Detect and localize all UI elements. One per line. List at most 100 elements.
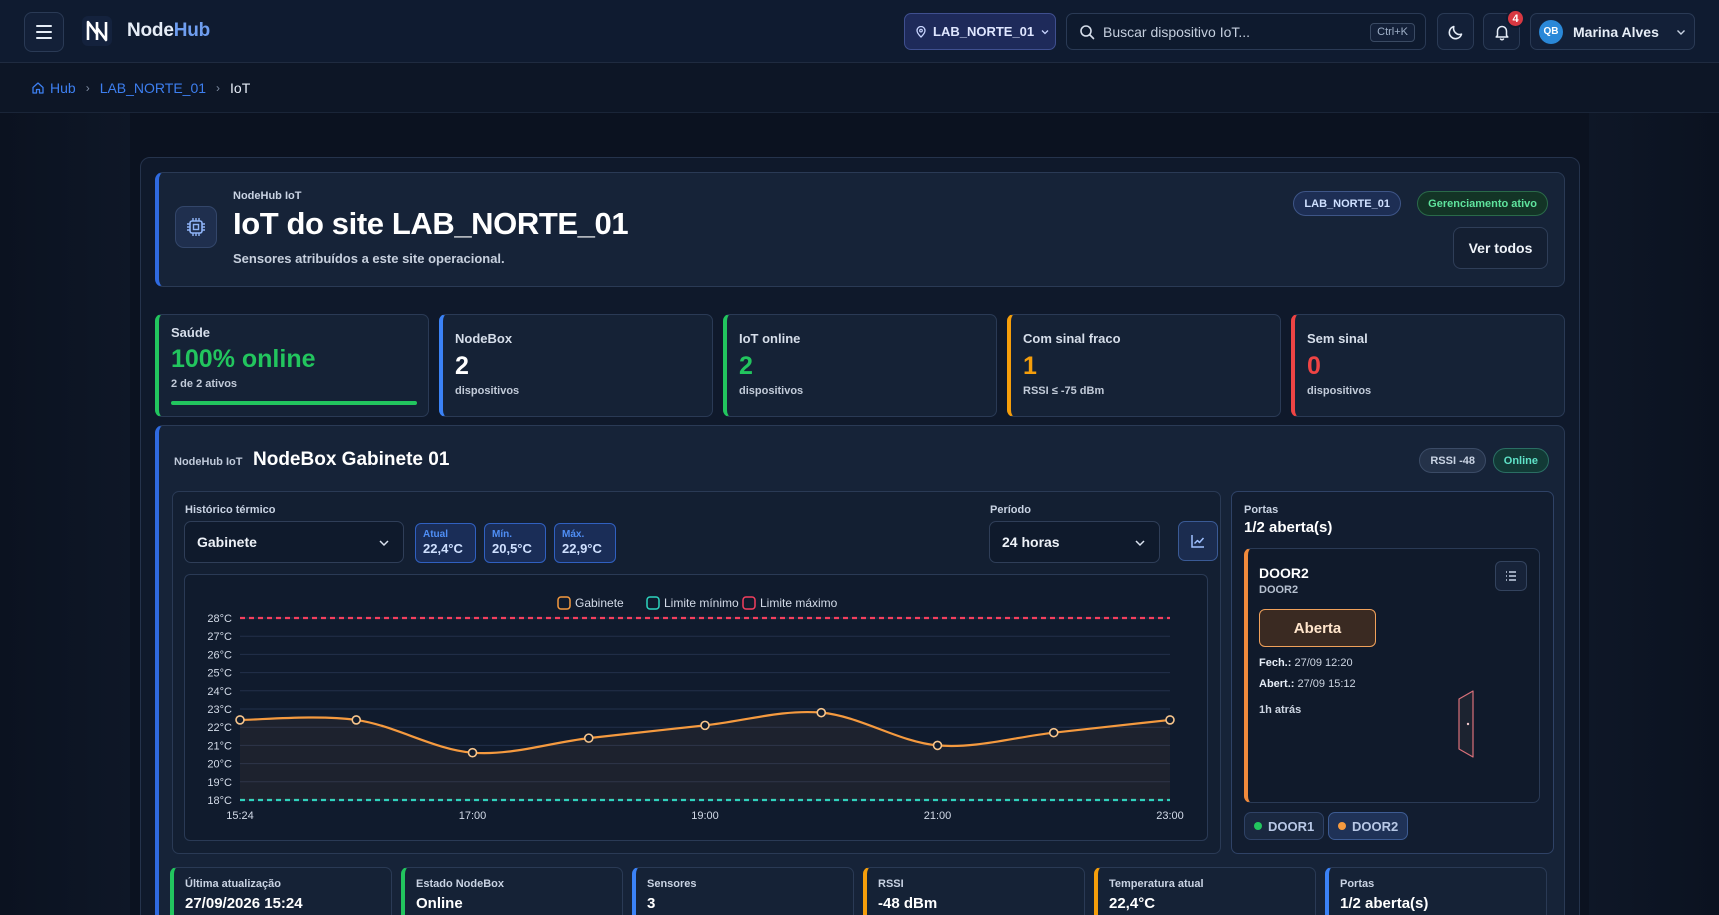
period-select-value: 24 horas	[1002, 534, 1060, 550]
page-subtitle: Sensores atribuídos a este site operacio…	[233, 251, 505, 266]
info-card-sensors: Sensores 3	[632, 867, 854, 915]
period-label: Período	[990, 504, 1031, 516]
info-value: Online	[416, 895, 463, 912]
breadcrumb-site[interactable]: LAB_NORTE_01	[99, 79, 207, 96]
view-all-button[interactable]: Ver todos	[1453, 227, 1548, 269]
chevron-down-icon	[1676, 29, 1685, 35]
theme-toggle-button[interactable]	[1437, 13, 1474, 50]
site-selector-label: LAB_NORTE_01	[933, 24, 1035, 39]
stat-value: 100% online	[171, 345, 316, 373]
stat-sub: dispositivos	[1307, 385, 1372, 397]
data-point	[932, 740, 943, 751]
x-tick-label: 23:00	[1156, 810, 1184, 822]
user-menu-button[interactable]: QB Marina Alves	[1530, 13, 1695, 50]
y-tick-label: 28°C	[207, 613, 232, 625]
info-value: -48 dBm	[878, 895, 938, 912]
door-closed-value: 27/09 12:20	[1294, 657, 1353, 669]
stat-card-weak-signal: Com sinal fraco 1 RSSI ≤ -75 dBm	[1007, 314, 1281, 417]
period-select[interactable]: 24 horas	[989, 521, 1160, 563]
stat-sub: dispositivos	[739, 385, 804, 397]
nodebox-title: NodeBox Gabinete 01	[253, 449, 450, 470]
rssi-badge: RSSI -48	[1419, 448, 1486, 473]
door-chip-label: DOOR2	[1352, 818, 1399, 834]
chevron-down-icon	[1041, 29, 1049, 34]
info-card-current-temp: Temperatura atual 22,4°C	[1094, 867, 1316, 915]
menu-icon-line	[36, 31, 52, 33]
door-chip-door1[interactable]: DOOR1	[1244, 812, 1325, 840]
chip-icon	[175, 206, 217, 248]
brand-part-node: Node	[127, 20, 174, 41]
list-icon	[1506, 571, 1516, 581]
door-chip-door2[interactable]: DOOR2	[1328, 812, 1409, 840]
health-progress-fill	[171, 401, 417, 405]
temperature-chart: Gabinete Limite mínimo Limite máximo 18°C 19…	[184, 574, 1208, 841]
sensor-select-value: Gabinete	[197, 534, 257, 550]
sensor-select[interactable]: Gabinete	[184, 521, 404, 563]
door-name: DOOR2	[1259, 565, 1309, 581]
ports-panel: Portas 1/2 aberta(s) DOOR2 DOOR2 Aberta …	[1231, 491, 1554, 854]
y-tick-label: 19°C	[207, 777, 232, 789]
max-temp-badge: Máx. 22,9°C	[554, 523, 616, 563]
door-closed-time: Fech.: 27/09 12:20	[1259, 657, 1353, 669]
notifications-button[interactable]: 4	[1483, 9, 1525, 50]
stat-value: 1	[1023, 352, 1037, 380]
door-state-badge: Aberta	[1259, 609, 1376, 647]
y-tick-label: 22°C	[207, 722, 232, 734]
status-badge: Online	[1492, 448, 1549, 473]
door-id: DOOR2	[1259, 584, 1299, 596]
search-input[interactable]	[1103, 23, 1373, 40]
site-selector[interactable]: LAB_NORTE_01	[904, 13, 1056, 50]
min-temp-value: 20,5°C	[492, 541, 532, 556]
breadcrumb-hub[interactable]: Hub	[31, 80, 76, 96]
ports-value: 1/2 aberta(s)	[1244, 519, 1333, 536]
legend-label: Limite máximo	[760, 596, 838, 610]
user-name: Marina Alves	[1573, 23, 1659, 40]
y-tick-label: 21°C	[207, 740, 232, 752]
data-point	[816, 707, 827, 718]
search-box[interactable]: Ctrl+K	[1066, 13, 1426, 50]
home-icon	[32, 81, 44, 94]
background-stripe	[0, 113, 130, 915]
location-pin-icon	[916, 25, 926, 38]
x-tick-label: 21:00	[924, 810, 952, 822]
stat-card-health: Saúde 100% online 2 de 2 ativos	[155, 314, 429, 417]
info-value: 3	[647, 895, 656, 912]
stat-sub: dispositivos	[455, 385, 520, 397]
legend-swatch	[646, 596, 660, 610]
brand-name[interactable]: NodeHub	[127, 20, 210, 42]
door-opened-label: Abert.:	[1259, 678, 1295, 690]
data-point	[235, 715, 245, 725]
info-value: 27/09/2026 15:24	[185, 895, 303, 912]
background-stripe	[1589, 113, 1719, 915]
door-history-button[interactable]	[1495, 561, 1527, 591]
door-last-change: 1h atrás	[1259, 704, 1302, 716]
y-tick-label: 27°C	[207, 631, 232, 643]
max-temp-value: 22,9°C	[562, 541, 602, 556]
chart-view-button[interactable]	[1178, 521, 1218, 561]
x-tick-label: 17:00	[459, 810, 487, 822]
y-tick-label: 20°C	[207, 759, 232, 771]
stat-card-no-signal: Sem sinal 0 dispositivos	[1291, 314, 1565, 417]
info-label: Sensores	[647, 878, 697, 890]
data-point	[583, 733, 594, 743]
breadcrumb-current: IoT	[230, 79, 251, 96]
current-temp-value: 22,4°C	[423, 541, 463, 556]
stat-card-nodebox: NodeBox 2 dispositivos	[439, 314, 713, 417]
breadcrumb-hub-label: Hub	[50, 79, 76, 96]
stat-value: 2	[455, 352, 469, 380]
door-chip-label: DOOR1	[1268, 818, 1315, 834]
thermal-history-label: Histórico térmico	[185, 504, 276, 516]
search-icon	[1080, 24, 1095, 39]
management-status-badge: Gerenciamento ativo	[1417, 191, 1548, 216]
status-dot	[1254, 822, 1262, 830]
search-shortcut-hint: Ctrl+K	[1370, 23, 1415, 42]
info-label: Estado NodeBox	[416, 878, 505, 890]
info-label: RSSI	[878, 878, 904, 890]
door-opened-time: Abert.: 27/09 15:12	[1259, 678, 1356, 690]
door-card: DOOR2 DOOR2 Aberta Fech.: 27/09 12:20 Ab…	[1244, 548, 1540, 803]
logo-icon[interactable]	[82, 16, 112, 46]
info-label: Temperatura atual	[1109, 878, 1204, 890]
menu-button[interactable]	[24, 12, 64, 52]
data-point	[1048, 727, 1059, 738]
info-label: Portas	[1340, 878, 1375, 890]
